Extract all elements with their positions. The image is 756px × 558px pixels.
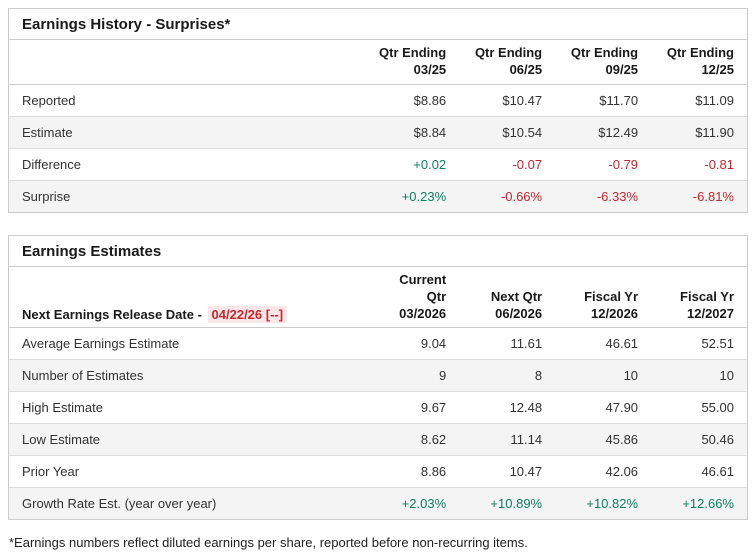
cell-value: 52.51 xyxy=(701,336,734,352)
row-label: Difference xyxy=(22,156,82,172)
column-header-line2: 03/2026 xyxy=(399,305,447,321)
column-header-line2: 12/2027 xyxy=(687,305,734,321)
table-row-number-of-estimates: Number of Estimates 9 8 10 10 xyxy=(9,359,747,392)
column-header-line1: Qtr Ending xyxy=(379,45,447,60)
cell-value-negative: -6.33% xyxy=(596,188,639,204)
table-row-estimate: Estimate $8.84 $10.54 $12.49 $11.90 xyxy=(9,116,747,149)
column-header-fiscal-yr-2026: Fiscal Yr 12/2026 xyxy=(555,266,652,329)
earnings-history-header-row: Qtr Ending 03/25 Qtr Ending 06/25 Qtr En… xyxy=(9,40,747,85)
next-earnings-release: Next Earnings Release Date - 04/22/26 [-… xyxy=(9,266,364,329)
column-header-qtr-0325: Qtr Ending 03/25 xyxy=(363,40,460,85)
cell-value: $8.84 xyxy=(413,124,447,140)
cell-value: 12.48 xyxy=(509,400,543,416)
table-row-surprise: Surprise +0.23% -0.66% -6.33% -6.81% xyxy=(9,180,747,212)
earnings-estimates-table: Next Earnings Release Date - 04/22/26 [-… xyxy=(9,266,747,520)
cell-value: 9.04 xyxy=(420,336,447,352)
row-label: High Estimate xyxy=(22,400,103,416)
cell-value: 50.46 xyxy=(701,432,734,448)
cell-value-negative: -6.81% xyxy=(692,188,734,204)
column-header-line2: 12/25 xyxy=(701,61,734,77)
column-header-fiscal-yr-2027: Fiscal Yr 12/2027 xyxy=(651,266,747,329)
cell-value-positive: +0.02 xyxy=(413,156,447,172)
earnings-history-table: Qtr Ending 03/25 Qtr Ending 06/25 Qtr En… xyxy=(9,40,747,212)
earnings-footnote: *Earnings numbers reflect diluted earnin… xyxy=(9,535,528,551)
cell-value: $11.09 xyxy=(695,92,734,108)
column-header-line1: Qtr Ending xyxy=(570,45,639,60)
cell-value: $8.86 xyxy=(413,92,447,108)
cell-value-negative: -0.81 xyxy=(704,156,734,172)
column-header-qtr-0925: Qtr Ending 09/25 xyxy=(555,40,652,85)
cell-value: 8.62 xyxy=(420,432,447,448)
cell-value: 45.86 xyxy=(605,432,639,448)
column-header-line2: 06/2026 xyxy=(495,305,543,321)
row-label: Surprise xyxy=(22,188,71,204)
column-header-next-qtr: Next Qtr 06/2026 xyxy=(459,266,556,329)
cell-value: $11.90 xyxy=(695,124,734,140)
cell-value-negative: -0.07 xyxy=(512,156,543,172)
cell-value: 8 xyxy=(534,368,543,384)
section-divider-gap xyxy=(8,213,748,235)
cell-value-negative: -0.79 xyxy=(608,156,639,172)
cell-value: 47.90 xyxy=(605,400,639,416)
table-row-reported: Reported $8.86 $10.47 $11.70 $11.09 xyxy=(9,84,747,116)
cell-value: 9.67 xyxy=(420,400,447,416)
cell-value: $10.54 xyxy=(502,124,543,140)
row-label: Prior Year xyxy=(22,464,80,480)
table-row-prior-year: Prior Year 8.86 10.47 42.06 46.61 xyxy=(9,455,747,488)
column-header-line1: Qtr Ending xyxy=(666,45,734,60)
earnings-estimates-title: Earnings Estimates xyxy=(9,236,747,267)
column-header-line1: Fiscal Yr xyxy=(680,288,734,304)
cell-value: 9 xyxy=(438,368,447,384)
table-row-low-estimate: Low Estimate 8.62 11.14 45.86 50.46 xyxy=(9,423,747,456)
row-label: Average Earnings Estimate xyxy=(22,336,180,352)
cell-value: $11.70 xyxy=(599,92,639,108)
column-header-line1: Current Qtr xyxy=(399,271,447,304)
column-header-line1: Fiscal Yr xyxy=(584,288,639,304)
cell-value: 10 xyxy=(623,368,639,384)
earnings-history-section: Earnings History - Surprises* Qtr Ending… xyxy=(8,8,748,213)
row-label: Estimate xyxy=(22,124,73,140)
earnings-history-title: Earnings History - Surprises* xyxy=(9,9,747,40)
cell-value: 46.61 xyxy=(605,336,639,352)
column-header-line1: Next Qtr xyxy=(490,288,543,304)
row-label: Low Estimate xyxy=(22,432,101,448)
cell-value: 46.61 xyxy=(701,464,734,480)
earnings-estimates-section: Earnings Estimates Next Earnings Release… xyxy=(8,234,748,521)
cell-value: 42.06 xyxy=(605,464,639,480)
cell-value-negative: -0.66% xyxy=(500,188,543,204)
header-spacer xyxy=(9,40,364,85)
cell-value: 10.47 xyxy=(509,464,543,480)
column-header-line2: 12/2026 xyxy=(591,305,639,321)
cell-value: 8.86 xyxy=(420,464,447,480)
column-header-qtr-0625: Qtr Ending 06/25 xyxy=(459,40,556,85)
cell-value: 11.14 xyxy=(510,432,543,448)
column-header-line2: 03/25 xyxy=(413,61,447,77)
cell-value: 11.61 xyxy=(510,336,543,352)
row-label: Number of Estimates xyxy=(22,368,144,384)
table-row-difference: Difference +0.02 -0.07 -0.79 -0.81 xyxy=(9,148,747,180)
column-header-line1: Qtr Ending xyxy=(474,45,543,60)
table-row-average-earnings-estimate: Average Earnings Estimate 9.04 11.61 46.… xyxy=(9,328,747,360)
earnings-estimates-header-row: Next Earnings Release Date - 04/22/26 [-… xyxy=(9,266,747,329)
column-header-line2: 09/25 xyxy=(605,61,639,77)
cell-value-positive: +0.23% xyxy=(401,188,447,204)
cell-value: 55.00 xyxy=(701,400,734,416)
cell-value: $12.49 xyxy=(598,124,639,140)
cell-value: $10.47 xyxy=(502,92,543,108)
row-label: Reported xyxy=(22,92,76,108)
cell-value: 10 xyxy=(719,368,734,384)
column-header-line2: 06/25 xyxy=(509,61,543,77)
release-date-value: 04/22/26 [--] xyxy=(207,306,288,324)
column-header-current-qtr: Current Qtr 03/2026 xyxy=(363,266,460,329)
column-header-qtr-1225: Qtr Ending 12/25 xyxy=(651,40,747,85)
table-row-high-estimate: High Estimate 9.67 12.48 47.90 55.00 xyxy=(9,391,747,424)
release-date-label: Next Earnings Release Date - xyxy=(22,307,202,323)
